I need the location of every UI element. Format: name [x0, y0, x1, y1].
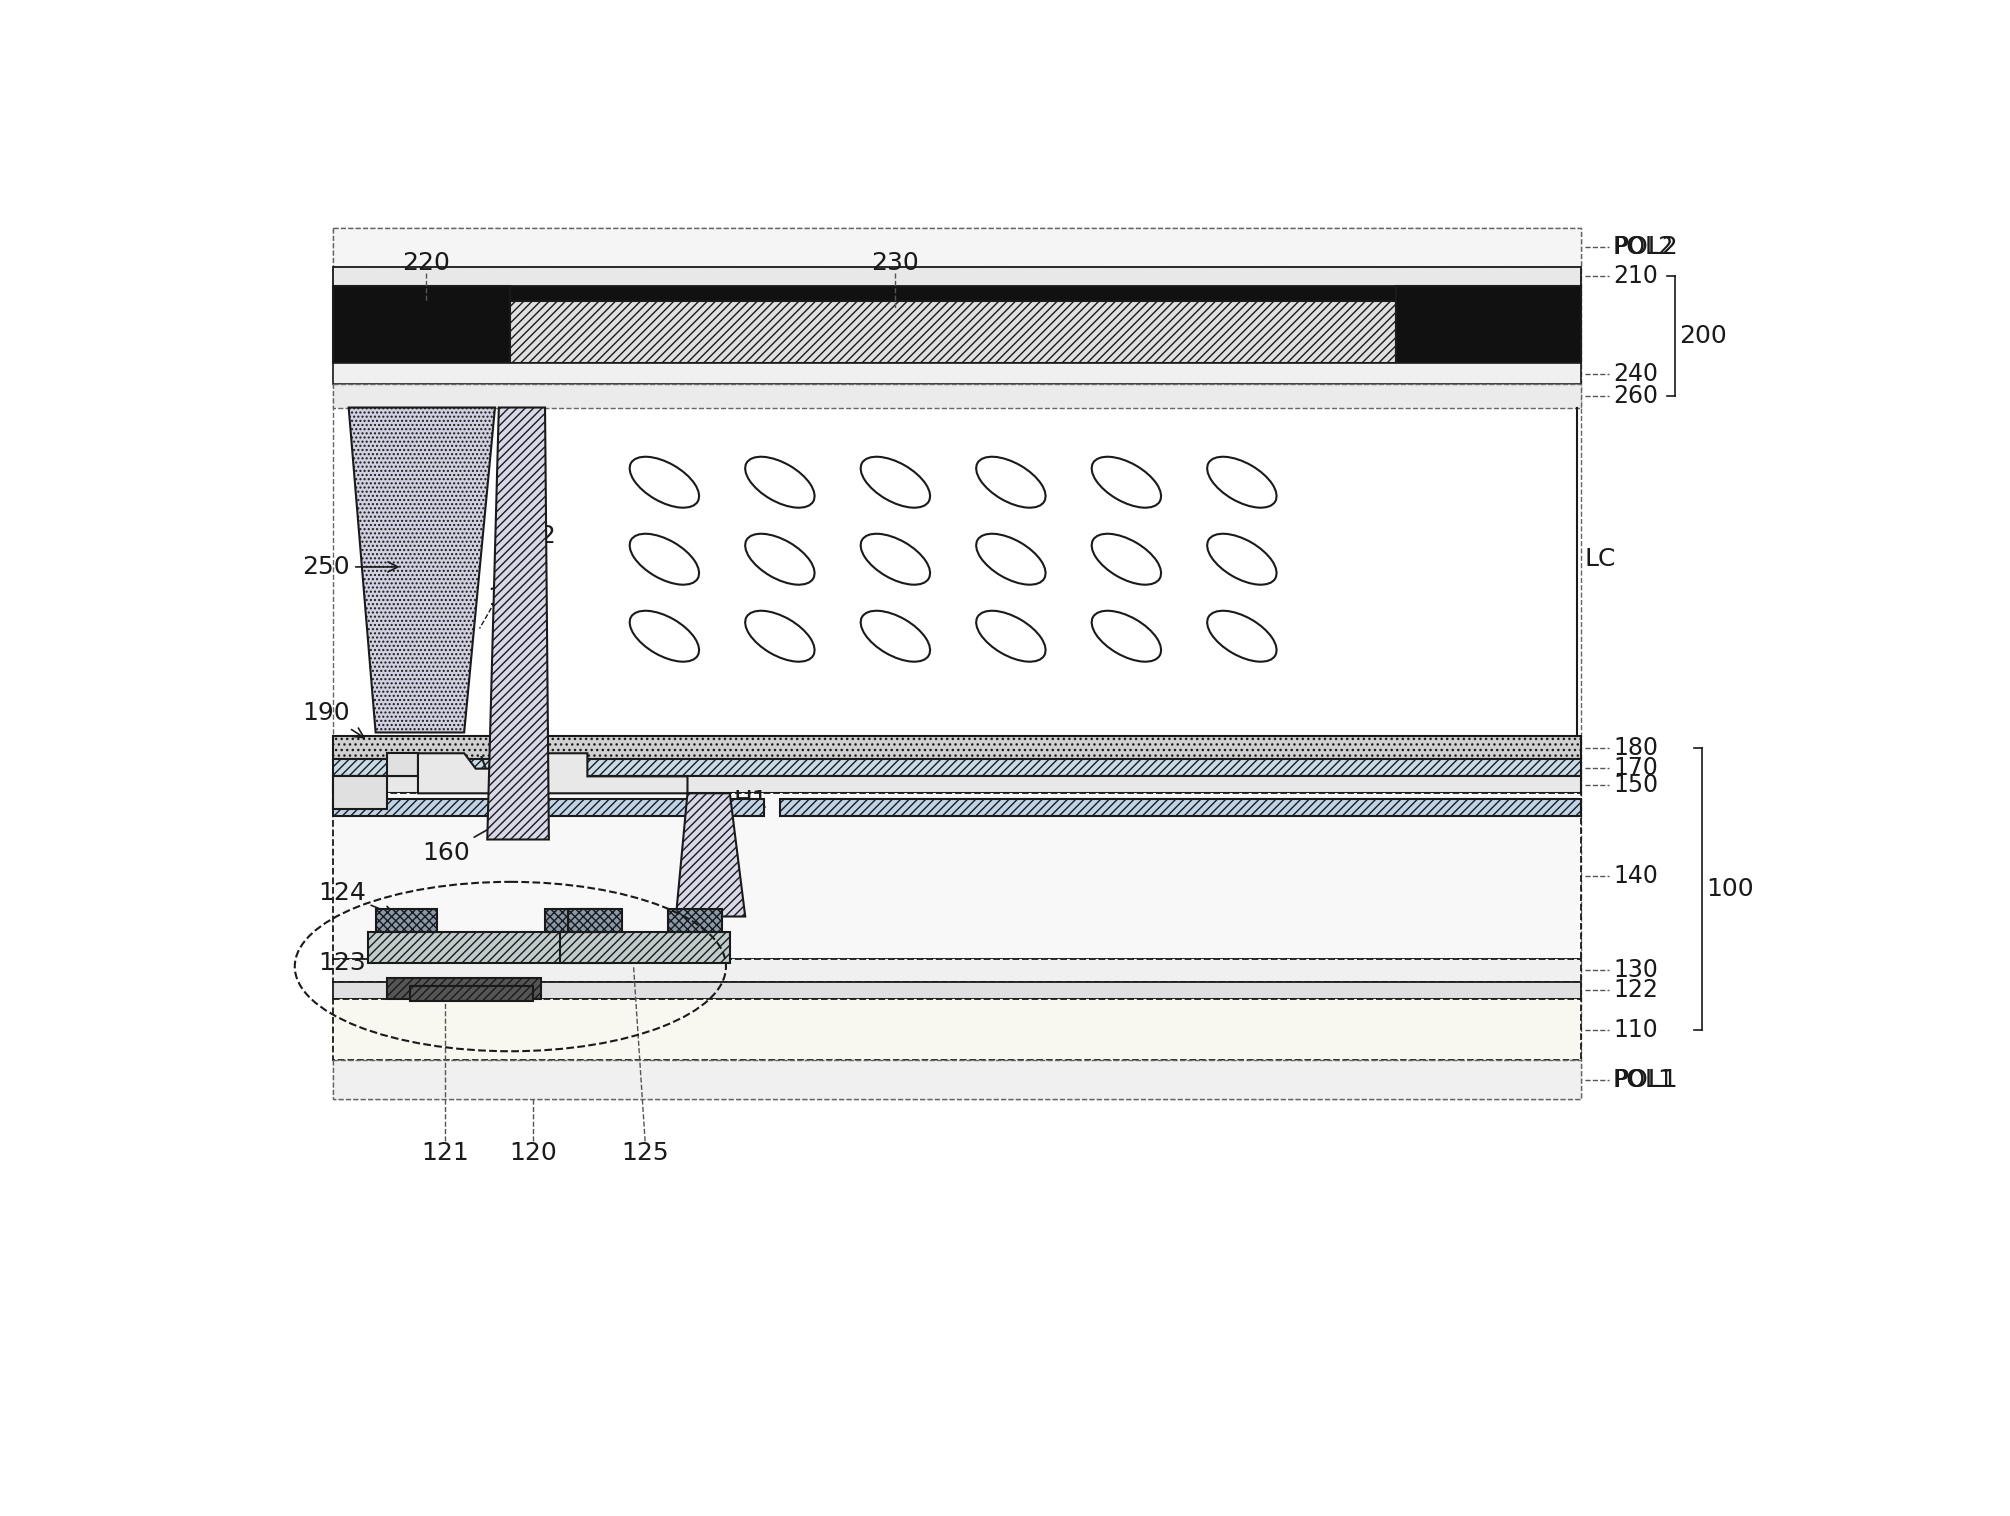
- Text: V: V: [480, 755, 494, 776]
- Text: LC: LC: [1584, 547, 1616, 572]
- Bar: [334, 1061, 1580, 1099]
- Text: 210: 210: [1612, 264, 1658, 288]
- Polygon shape: [486, 408, 549, 840]
- Text: 140: 140: [1612, 864, 1658, 888]
- Text: 170: 170: [486, 585, 535, 609]
- Text: 150: 150: [1612, 773, 1658, 797]
- Bar: [334, 982, 1580, 999]
- Text: 260: 260: [1612, 384, 1658, 408]
- Polygon shape: [334, 753, 418, 808]
- Bar: [334, 362, 1580, 385]
- Text: 125: 125: [621, 1142, 669, 1164]
- Bar: [511, 287, 1395, 302]
- Text: 230: 230: [872, 250, 919, 274]
- Bar: [667, 908, 722, 932]
- Bar: [334, 958, 1580, 982]
- Text: 250: 250: [302, 555, 398, 579]
- Text: 220: 220: [402, 250, 450, 274]
- Bar: [334, 227, 1580, 1099]
- Text: 130: 130: [1612, 958, 1658, 982]
- Text: H1: H1: [734, 788, 768, 813]
- Text: 180: 180: [1612, 735, 1658, 760]
- Bar: [334, 793, 1580, 958]
- Text: 170: 170: [1612, 756, 1658, 779]
- Bar: [388, 978, 541, 999]
- Bar: [334, 227, 1580, 267]
- Bar: [334, 799, 764, 817]
- Text: 123: 123: [318, 944, 380, 975]
- Polygon shape: [675, 793, 746, 917]
- Text: 100: 100: [1706, 876, 1755, 901]
- Text: 124: 124: [318, 881, 394, 916]
- Polygon shape: [418, 753, 687, 793]
- Bar: [334, 737, 1580, 760]
- Text: 110: 110: [1612, 1017, 1658, 1041]
- Text: POL1: POL1: [1612, 1067, 1678, 1092]
- Text: POL1: POL1: [1612, 1067, 1674, 1092]
- Bar: [334, 267, 1580, 287]
- Bar: [334, 287, 511, 362]
- Polygon shape: [348, 408, 494, 732]
- Text: POL2: POL2: [1612, 235, 1674, 259]
- Text: 200: 200: [1678, 324, 1727, 347]
- Bar: [334, 776, 1580, 793]
- Text: 240: 240: [1612, 362, 1658, 385]
- Bar: [1395, 287, 1580, 362]
- Text: 122: 122: [1612, 978, 1658, 1002]
- Bar: [410, 985, 533, 1001]
- Text: 190: 190: [302, 702, 364, 738]
- Bar: [334, 385, 1580, 408]
- Text: 120: 120: [511, 1142, 557, 1164]
- Bar: [334, 760, 1580, 776]
- Bar: [569, 908, 621, 932]
- Bar: [368, 932, 615, 963]
- Bar: [545, 908, 607, 932]
- Text: 160: 160: [422, 810, 523, 866]
- Bar: [780, 799, 1580, 817]
- Bar: [334, 999, 1580, 1061]
- Text: H2: H2: [523, 525, 557, 549]
- Text: POL2: POL2: [1612, 235, 1678, 259]
- Bar: [511, 302, 1395, 362]
- Bar: [561, 932, 730, 963]
- Bar: [376, 908, 438, 932]
- Text: 121: 121: [420, 1142, 468, 1164]
